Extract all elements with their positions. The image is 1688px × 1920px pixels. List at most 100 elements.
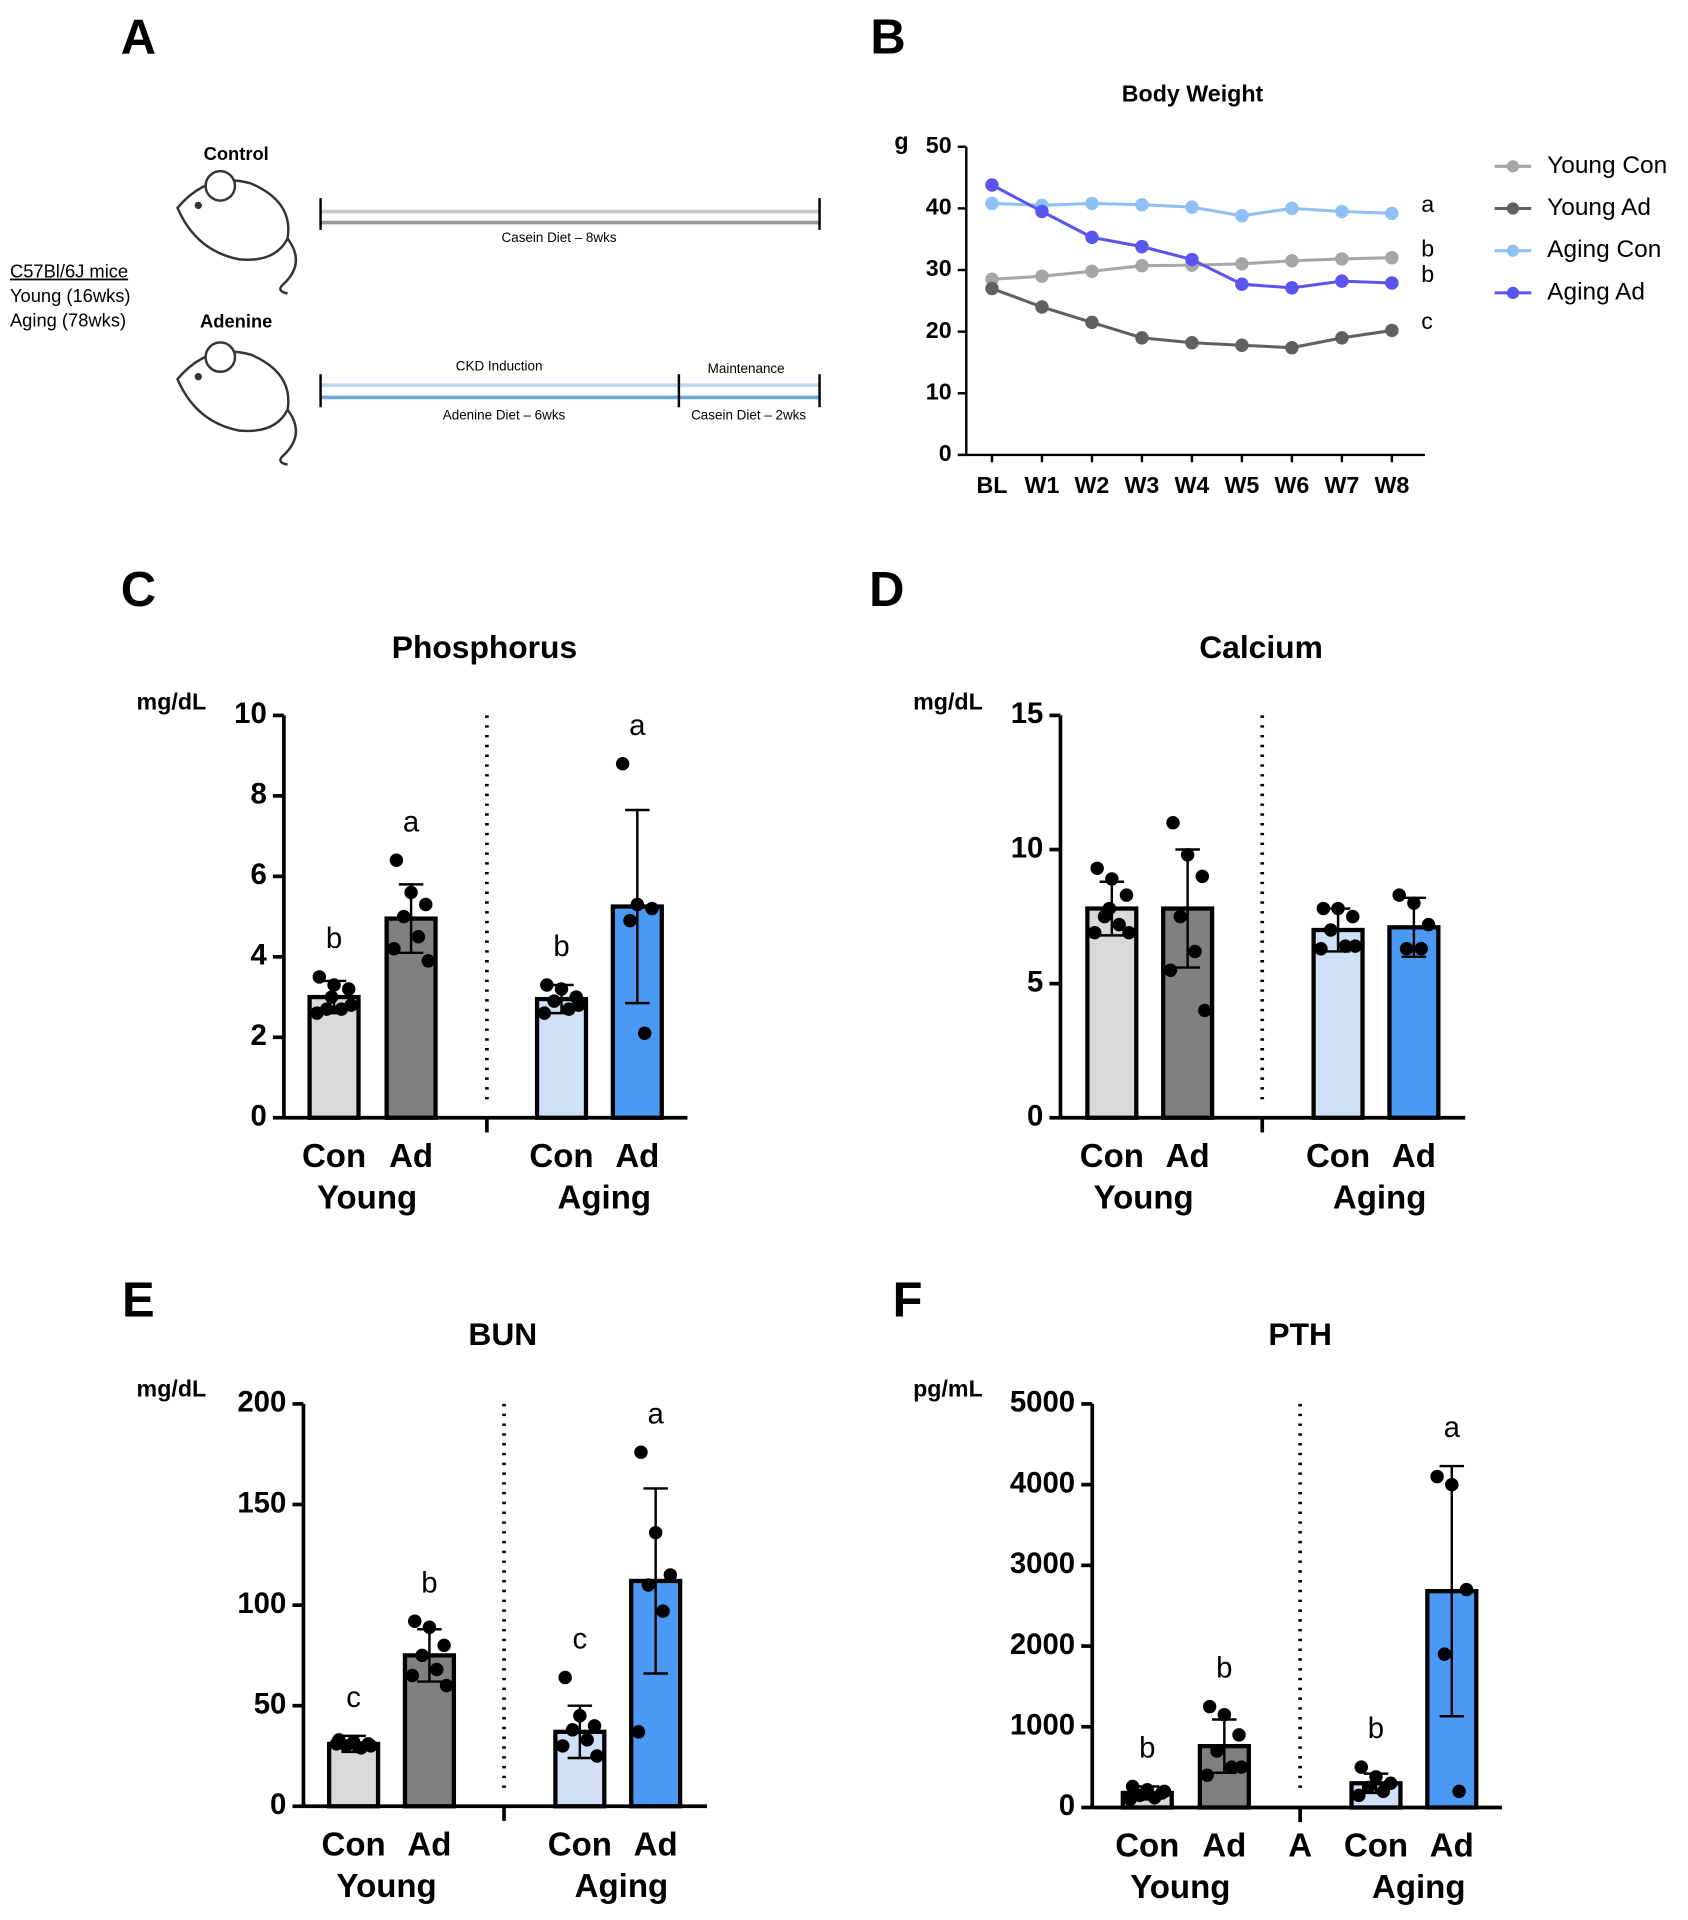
legend-marker <box>1506 286 1520 300</box>
data-point <box>1376 1784 1391 1799</box>
point <box>1035 269 1049 283</box>
group-label: Aging <box>1372 1868 1465 1905</box>
data-point <box>1414 942 1428 956</box>
data-point <box>573 1709 587 1723</box>
data-point <box>590 1749 604 1763</box>
x-tick-label: W8 <box>1374 472 1409 498</box>
chart-title: Phosphorus <box>392 629 577 665</box>
data-point <box>405 1668 420 1683</box>
data-point <box>411 929 426 944</box>
point <box>1135 239 1149 254</box>
y-tick-label: 2000 <box>1010 1628 1075 1661</box>
y-tick-label: 2 <box>250 1019 266 1052</box>
annotation: c <box>1421 308 1433 334</box>
y-axis-label: g <box>894 128 908 154</box>
data-point <box>437 1638 451 1653</box>
data-point <box>312 970 327 984</box>
panel-label: C <box>121 563 156 617</box>
x-tick-label: W5 <box>1224 472 1259 498</box>
y-tick-label: 40 <box>926 194 952 220</box>
data-point <box>634 1445 648 1459</box>
x-tick-label: Ad <box>1430 1827 1474 1864</box>
x-tick-label: W2 <box>1075 472 1110 498</box>
data-point <box>364 1739 378 1753</box>
data-point <box>1210 1744 1224 1758</box>
point <box>1235 209 1249 223</box>
group-label: Young <box>337 1867 437 1904</box>
significance-letter: b <box>1139 1732 1155 1765</box>
data-point <box>404 885 418 900</box>
aging-label: Aging (78wks) <box>10 309 126 330</box>
data-point <box>1198 1003 1212 1018</box>
y-tick-label: 5 <box>1027 965 1043 998</box>
young-label: Young (16wks) <box>10 285 131 306</box>
legend-label: Young Con <box>1547 152 1667 179</box>
group-label: Aging <box>575 1867 668 1904</box>
data-point <box>1188 944 1202 959</box>
data-point <box>1354 1760 1369 1774</box>
data-point <box>1361 1780 1376 1795</box>
annotation: b <box>1421 261 1434 287</box>
significance-letter: b <box>326 922 342 955</box>
significance-letter: b <box>553 930 569 963</box>
data-point <box>1122 925 1136 940</box>
y-tick-label: 20 <box>926 317 952 343</box>
data-point <box>641 1578 656 1592</box>
data-point <box>1352 1788 1366 1803</box>
y-tick-label: 30 <box>926 255 952 281</box>
y-tick-label: 1000 <box>1010 1709 1075 1742</box>
x-tick-label: BL <box>976 472 1007 498</box>
data-point <box>1163 963 1178 977</box>
data-point <box>1324 923 1338 937</box>
annotation: b <box>1421 235 1434 261</box>
legend-marker <box>1506 160 1520 173</box>
data-point <box>1180 848 1195 862</box>
data-point <box>329 1737 344 1751</box>
point <box>1185 200 1199 214</box>
x-tick-label: W4 <box>1175 472 1210 498</box>
significance-letter: b <box>1216 1652 1232 1685</box>
point <box>1285 281 1299 295</box>
data-point <box>1217 1707 1232 1722</box>
data-point <box>389 853 404 867</box>
x-tick-label: Con <box>548 1825 612 1862</box>
data-point <box>327 978 341 992</box>
data-point <box>1399 942 1414 956</box>
x-tick-label: Ad <box>407 1825 451 1862</box>
bar <box>1085 906 1139 1120</box>
mouse-eye <box>194 372 202 381</box>
bar <box>1387 925 1441 1120</box>
point <box>1335 252 1349 266</box>
x-tick-label: W1 <box>1025 472 1060 498</box>
mouse-ear <box>204 169 237 202</box>
divider-label: A <box>1288 1827 1312 1864</box>
data-point <box>310 1006 324 1020</box>
point <box>1085 230 1099 245</box>
point <box>1185 252 1199 267</box>
y-tick-label: 6 <box>250 858 266 891</box>
x-tick-label: Ad <box>634 1825 678 1862</box>
y-axis-label: mg/dL <box>137 1376 207 1402</box>
x-tick-label: Con <box>322 1825 386 1862</box>
point <box>1185 336 1199 350</box>
data-point <box>344 998 358 1012</box>
x-tick-label: W6 <box>1274 472 1309 498</box>
point <box>1135 197 1149 212</box>
y-tick-label: 8 <box>250 778 266 811</box>
data-point <box>637 1026 652 1040</box>
phase-label: CKD Induction <box>456 358 543 373</box>
x-tick-label: Con <box>1115 1827 1179 1864</box>
x-tick-label: Con <box>1344 1827 1408 1864</box>
group-label: Young <box>1130 1868 1230 1905</box>
y-tick-label: 0 <box>250 1100 266 1133</box>
diet-label: Casein Diet – 8wks <box>502 230 617 245</box>
data-point <box>439 1678 454 1693</box>
group-label: Aging <box>1333 1178 1426 1215</box>
data-point <box>663 1568 678 1582</box>
data-point <box>565 1723 580 1737</box>
mouse-tail <box>279 237 298 295</box>
point <box>1285 340 1299 355</box>
data-point <box>1147 1791 1162 1805</box>
x-tick-label: Con <box>302 1137 366 1174</box>
data-point <box>1314 942 1328 956</box>
